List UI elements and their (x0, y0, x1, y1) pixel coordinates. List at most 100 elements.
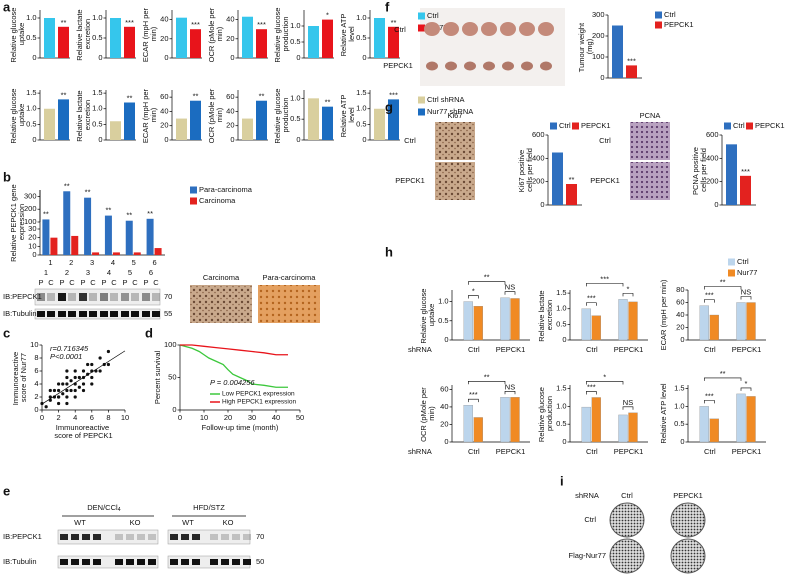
legend-label: PEPCK1 (755, 121, 785, 130)
y-axis-label: OCR (pMole per min) (207, 87, 224, 144)
blot-band (89, 311, 97, 317)
point (90, 362, 94, 367)
bar (50, 237, 58, 255)
x-tick-label: PEPCK1 (614, 447, 644, 456)
lane-label: P (38, 278, 43, 287)
significance: *** (705, 291, 714, 300)
x-tick-label: 40 (272, 413, 280, 422)
y-tick-label: 40 (440, 402, 448, 411)
legend-swatch (655, 11, 662, 19)
significance: ** (193, 92, 199, 101)
y-axis-label: Relative ATP level (659, 383, 668, 444)
blot-band (192, 534, 200, 540)
significance: ** (259, 92, 265, 101)
lane-label: 1 (44, 268, 48, 277)
legend-swatch (190, 197, 197, 205)
legend-swatch (418, 12, 425, 20)
x-tick-label: 10 (121, 413, 129, 422)
y-tick-label: 0 (32, 250, 36, 259)
y-tick-label: 100 (24, 217, 37, 226)
point (65, 382, 69, 386)
bar (63, 191, 71, 255)
bar (591, 315, 601, 341)
panel-label: h (385, 244, 393, 259)
bar (110, 18, 121, 58)
group-label: HFD/STZ (193, 503, 225, 512)
y-tick-label: 40 (226, 106, 234, 115)
y-tick-label: 20 (226, 34, 234, 43)
y-tick-label: 1.0 (674, 401, 684, 410)
x-tick-label: 8 (106, 413, 110, 422)
y-tick-label: 0.5 (674, 419, 684, 428)
image-label: Carcinoma (203, 273, 240, 282)
bar (473, 306, 483, 341)
blot-band (115, 559, 123, 565)
point (106, 349, 110, 354)
lane-label: P (80, 278, 85, 287)
point (48, 388, 52, 393)
x-tick-label: 0 (178, 413, 182, 422)
y-axis-label: Relative PEPCK1 gene expression (9, 182, 26, 262)
x-tick-label: 2 (57, 413, 61, 422)
bar (709, 314, 719, 341)
lane-label: P (122, 278, 127, 287)
tumour (538, 22, 554, 36)
x-tick-label: 3 (90, 258, 94, 267)
y-tick-label: 100 (592, 52, 605, 61)
significance: ** (105, 206, 111, 215)
bar (256, 29, 267, 58)
blot-band (60, 559, 68, 565)
y-axis-label: ECAR (mpH per min) (659, 279, 668, 350)
significance: *** (705, 391, 714, 400)
blot-band (121, 311, 129, 317)
y-tick-label: 4 (34, 379, 38, 388)
y-tick-label: 0 (362, 135, 366, 144)
significance: * (745, 379, 748, 388)
marker: 55 (164, 309, 172, 318)
blot-band (148, 534, 156, 540)
bracket (468, 380, 506, 385)
blot-band (137, 559, 145, 565)
y-tick-label: 0 (680, 437, 684, 446)
subscript: 4 (118, 507, 121, 513)
legend-label: Ctrl (733, 121, 745, 130)
bar (58, 99, 69, 140)
y-tick-label: 0.5 (92, 119, 102, 128)
stat: r=0.716345 (50, 344, 89, 353)
y-tick-label: 20 (160, 34, 168, 43)
bar (628, 412, 638, 443)
legend-label: Ctrl (427, 11, 439, 20)
bar (500, 297, 510, 341)
bar (618, 414, 628, 443)
bar (566, 184, 577, 205)
y-tick-label: 0 (444, 437, 448, 446)
y-tick-label: 600 (532, 130, 545, 139)
bracket (622, 293, 634, 297)
y-tick-label: 0 (32, 135, 36, 144)
y-tick-label: 1.5 (26, 88, 36, 97)
bar (242, 118, 253, 140)
point (90, 375, 94, 380)
tumour (521, 61, 533, 71)
blot-band (181, 559, 189, 565)
significance: *** (600, 274, 609, 283)
x-tick-label: Ctrl (586, 447, 598, 456)
group-label: shRNA (408, 447, 432, 456)
y-axis-label: ECAR (mpH per min) (141, 87, 158, 143)
bracket (586, 391, 597, 395)
y-axis-label: OCR (pMole per min) (207, 6, 224, 63)
point (57, 395, 61, 399)
blot-band (192, 559, 200, 565)
image-label: Para-carcinoma (263, 273, 317, 282)
blot-band (131, 311, 139, 317)
point (73, 369, 77, 373)
stain-title: Ki67 (447, 111, 462, 120)
panel-label: d (145, 325, 153, 340)
y-tick-label: 1.0 (92, 13, 102, 22)
y-tick-label: 0.5 (26, 33, 36, 42)
bar (510, 397, 520, 443)
significance: ** (126, 211, 132, 220)
bar (612, 25, 623, 78)
y-tick-label: 1.5 (674, 384, 684, 393)
bar (736, 393, 746, 443)
